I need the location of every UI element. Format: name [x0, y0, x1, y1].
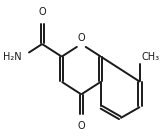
Text: CH₃: CH₃: [141, 52, 159, 62]
Text: O: O: [77, 121, 85, 131]
Text: O: O: [38, 8, 46, 18]
Text: H₂N: H₂N: [3, 52, 21, 62]
Text: O: O: [77, 33, 85, 43]
